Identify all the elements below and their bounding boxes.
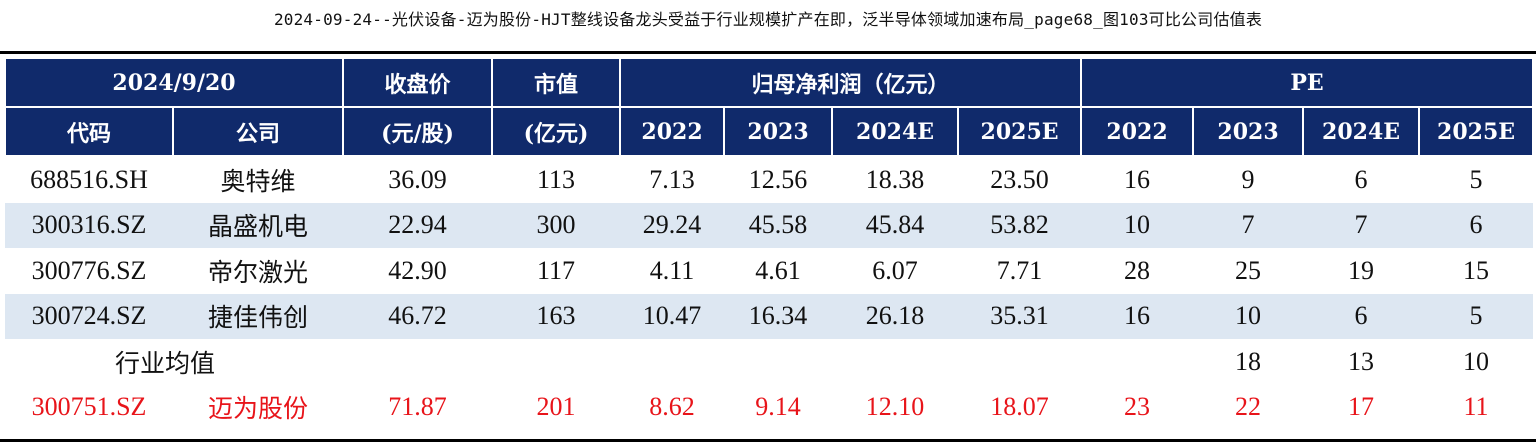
header-pe-year: 2025E xyxy=(1418,106,1535,157)
cell-pe: 6 xyxy=(1354,164,1368,194)
cell-pe: 10 xyxy=(1463,346,1490,376)
header-pe: PE xyxy=(1080,57,1535,108)
cell-pe: 16 xyxy=(1124,164,1151,194)
cell-company: 帝尔激光 xyxy=(208,257,309,287)
cell-np: 29.24 xyxy=(620,202,725,248)
top-rule xyxy=(0,51,1536,54)
cell-pe: 15 xyxy=(1463,255,1490,285)
cell-pe: 22 xyxy=(1235,392,1262,422)
header-company: 公司 xyxy=(171,106,345,157)
header-row-1: 2024/9/20 收盘价 市值 归母净利润（亿元） PE xyxy=(3,57,1535,108)
header-pe-year: 2024E xyxy=(1302,106,1421,157)
cell-pe: 9 xyxy=(1241,164,1255,194)
valuation-table: 2024/9/20 收盘价 市值 归母净利润（亿元） PE 代码 公司 (元/股… xyxy=(3,57,1535,431)
cell-np: 18.38 xyxy=(865,164,925,194)
cell-code: 300316.SZ xyxy=(5,202,173,248)
cell-pe: 10 xyxy=(1193,293,1304,339)
cell-pe: 23 xyxy=(1124,392,1151,422)
cell-pe: 5 xyxy=(1469,164,1483,194)
cell-pe: 17 xyxy=(1348,392,1375,422)
cell-price: 36.09 xyxy=(388,164,447,194)
header-np-year: 2023 xyxy=(723,106,834,157)
cell-code: 300751.SZ xyxy=(31,392,147,422)
header-market-cap: 市值 xyxy=(491,57,622,108)
cell-pe: 10 xyxy=(1081,202,1194,248)
cell-np: 16.34 xyxy=(724,293,833,339)
table-row: 300776.SZ 帝尔激光 42.90 117 4.11 4.61 6.07 … xyxy=(5,248,1533,294)
cell-np: 9.14 xyxy=(755,392,801,422)
header-pe-year: 2023 xyxy=(1192,106,1305,157)
table-row: 300724.SZ 捷佳伟创 46.72 163 10.47 16.34 26.… xyxy=(5,293,1534,339)
header-np-year: 2022 xyxy=(619,106,726,157)
cell-pe: 7 xyxy=(1193,202,1304,248)
table-row: 300316.SZ 晶盛机电 22.94 300 29.24 45.58 45.… xyxy=(5,202,1534,248)
industry-average-row: 行业均值 18 13 10 xyxy=(5,339,1533,385)
cell-np: 10.47 xyxy=(620,293,725,339)
header-row-2: 代码 公司 (元/股) (亿元) 2022 2023 2024E 2025E 2… xyxy=(4,106,1535,157)
cell-pe: 11 xyxy=(1463,392,1489,422)
header-market-cap-unit: (亿元) xyxy=(491,106,622,157)
cell-pe: 5 xyxy=(1419,293,1534,339)
cell-np: 26.18 xyxy=(832,293,959,339)
header-np-year: 2025E xyxy=(957,106,1083,157)
cell-np: 53.82 xyxy=(958,202,1082,248)
cell-pe: 13 xyxy=(1348,346,1375,376)
cell-np: 4.11 xyxy=(649,255,695,285)
cell-np: 6.07 xyxy=(872,255,918,285)
cell-np: 12.56 xyxy=(748,164,808,194)
cell-np: 18.07 xyxy=(990,392,1049,422)
cell-np: 23.50 xyxy=(990,164,1049,194)
header-pe-year: 2022 xyxy=(1080,106,1195,157)
cell-pe xyxy=(1081,339,1193,385)
cell-price: 71.87 xyxy=(388,392,447,422)
cell-code: 300776.SZ xyxy=(31,255,147,285)
cell-np: 35.31 xyxy=(958,293,1082,339)
cell-cap: 117 xyxy=(536,255,576,285)
cell-np: 7.71 xyxy=(996,255,1043,285)
industry-average-label: 行业均值 xyxy=(115,348,216,378)
cell-pe: 7 xyxy=(1303,202,1420,248)
cell-np: 7.13 xyxy=(649,164,695,194)
highlight-row: 300751.SZ 迈为股份 71.87 201 8.62 9.14 12.10… xyxy=(5,385,1533,431)
cell-np: 4.61 xyxy=(755,255,801,285)
cell-code: 300724.SZ xyxy=(5,293,173,339)
cell-pe: 6 xyxy=(1419,202,1534,248)
table-row: 688516.SH 奥特维 36.09 113 7.13 12.56 18.38… xyxy=(5,156,1533,203)
cell-pe: 16 xyxy=(1081,293,1194,339)
header-date: 2024/9/20 xyxy=(3,57,345,108)
cell-price: 46.72 xyxy=(343,293,493,339)
cell-pe: 19 xyxy=(1348,255,1375,285)
cell-cap: 163 xyxy=(492,293,621,339)
cell-company: 晶盛机电 xyxy=(173,202,344,248)
header-close-price: 收盘价 xyxy=(342,57,494,108)
cell-company: 奥特维 xyxy=(220,166,296,196)
cell-company: 迈为股份 xyxy=(208,394,309,424)
bottom-rule xyxy=(0,439,1536,442)
cell-np: 12.10 xyxy=(865,392,925,422)
cell-cap: 113 xyxy=(536,164,576,194)
cell-np: 45.84 xyxy=(832,202,959,248)
figure-caption: 2024-09-24--光伏设备-迈为股份-HJT整线设备龙头受益于行业规模扩产… xyxy=(273,10,1263,29)
header-net-profit: 归母净利润（亿元） xyxy=(619,57,1083,108)
cell-np: 8.62 xyxy=(649,392,695,422)
header-np-year: 2024E xyxy=(831,106,960,157)
cell-price: 22.94 xyxy=(343,202,493,248)
cell-pe: 18 xyxy=(1235,346,1262,376)
cell-cap: 300 xyxy=(492,202,621,248)
cell-pe: 6 xyxy=(1303,293,1420,339)
cell-np: 45.58 xyxy=(724,202,833,248)
cell-cap: 201 xyxy=(536,392,576,422)
cell-pe: 25 xyxy=(1235,255,1262,285)
cell-company: 捷佳伟创 xyxy=(173,293,344,339)
cell-price: 42.90 xyxy=(388,255,447,285)
header-close-price-unit: (元/股) xyxy=(342,106,494,157)
cell-pe: 28 xyxy=(1124,255,1151,285)
cell-code: 688516.SH xyxy=(30,164,148,194)
header-code: 代码 xyxy=(4,106,174,157)
